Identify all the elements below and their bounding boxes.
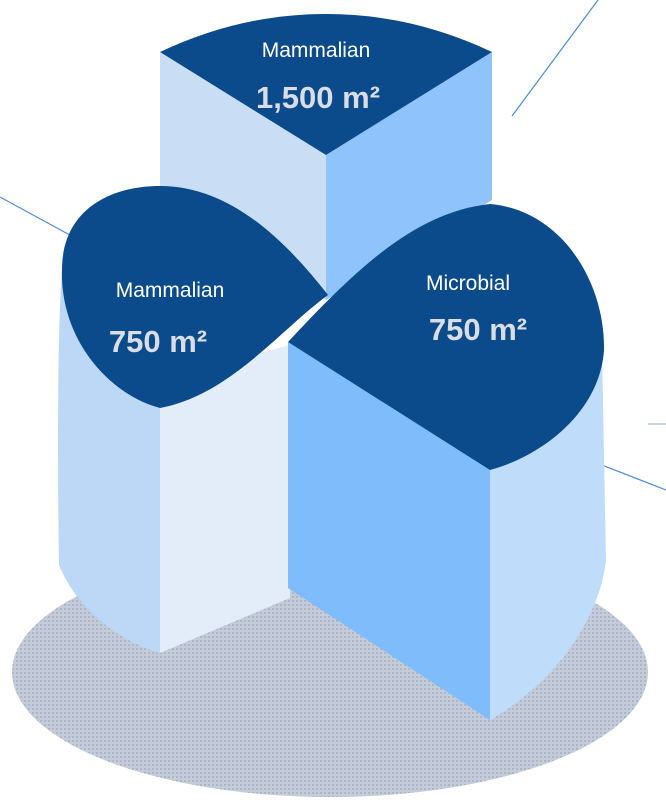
right-module-cap (288, 204, 605, 470)
left-module-area-label: 750 m² (109, 324, 207, 359)
top-module-right-face (326, 52, 492, 300)
top-module-area-label: 1,500 m² (256, 80, 380, 115)
top-module-name-label: Mammalian (262, 39, 371, 62)
right-module-name-label: Microbial (426, 272, 510, 295)
left-module-cap (61, 186, 328, 408)
top-module-cap (160, 14, 492, 155)
right-module-area-label: 750 m² (429, 312, 527, 347)
top-module-left-face (160, 52, 326, 300)
right-module-outer-wall (490, 350, 606, 720)
callout-line-top (511, 0, 599, 117)
left-module-inner-face (160, 345, 290, 653)
left-module-name-label: Mammalian (116, 279, 225, 302)
